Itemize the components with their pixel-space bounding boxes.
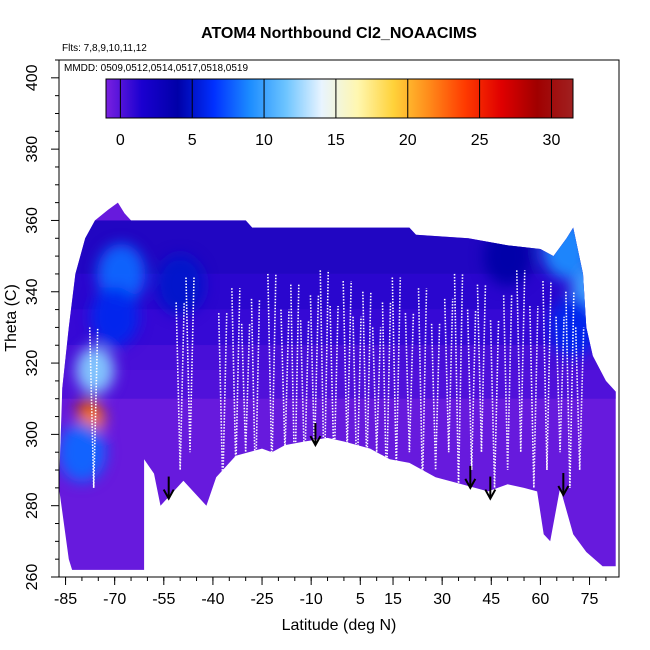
y-tick-label: 300 — [24, 421, 41, 448]
flight-track — [542, 281, 552, 471]
x-tick-label: 15 — [384, 591, 402, 608]
theta-band — [59, 370, 616, 399]
arrow-head — [557, 485, 570, 498]
field-blob — [59, 422, 106, 483]
colorbar: 0 5 10 15 20 25 30 — [105, 78, 574, 149]
flight-track — [417, 288, 428, 488]
colorbar-bar — [105, 78, 574, 119]
field-bands — [59, 220, 616, 399]
y-tick-label: 360 — [24, 207, 41, 234]
field-blob — [542, 218, 591, 279]
field-blob — [75, 346, 115, 395]
flight-track — [319, 270, 330, 488]
flight-track — [404, 313, 415, 453]
y-tick-label: 320 — [24, 350, 41, 377]
field-blob — [90, 286, 139, 347]
colorbar-ticks: 0 5 10 15 20 25 30 — [116, 79, 561, 149]
x-tick-label: 45 — [482, 591, 500, 608]
flight-track — [502, 295, 513, 471]
flight-track — [289, 284, 300, 488]
arrow-head — [484, 489, 497, 501]
field-blob — [549, 297, 598, 358]
flight-track — [443, 298, 454, 453]
flight-track — [466, 309, 477, 471]
flight-track — [231, 288, 241, 471]
colorbar-tick-label: 10 — [255, 132, 273, 149]
x-tick-label: -85 — [54, 591, 77, 608]
dates-annotation: MMDD: 0509,0512,0514,0517,0518,0519 — [64, 63, 248, 74]
y-tick-label: 400 — [24, 64, 41, 91]
x-tick-label: 5 — [356, 591, 365, 608]
flight-track — [299, 320, 310, 471]
flight-track — [515, 270, 526, 453]
colorbar-tick-label: 30 — [543, 132, 561, 149]
y-tick-label: 380 — [24, 136, 41, 163]
flight-track — [489, 320, 500, 488]
x-tick-label: -70 — [103, 591, 126, 608]
flight-track — [240, 323, 251, 453]
flight-track — [185, 277, 195, 453]
flight-track — [529, 306, 539, 488]
arrow-head — [162, 489, 175, 501]
flight-track — [555, 316, 565, 453]
field-blob — [156, 254, 205, 315]
x-tick-label: -40 — [201, 591, 224, 608]
theta-band — [59, 309, 616, 346]
x-tick-label: 75 — [581, 591, 599, 608]
colorbar-tick-label: 25 — [471, 132, 489, 149]
x-axis-label: Latitude (deg N) — [282, 617, 397, 634]
x-axis: -85 -70 -55 -40 -25 -10 5 15 30 45 60 75 — [54, 577, 607, 608]
x-tick-label: -55 — [152, 591, 175, 608]
y-tick-label: 280 — [24, 492, 41, 519]
flight-track — [565, 291, 575, 488]
arrows — [162, 423, 570, 501]
theta-band — [59, 273, 616, 310]
chart-title: ATOM4 Northbound Cl2_NOAACIMS — [201, 25, 477, 42]
y-axis-label: Theta (C) — [3, 284, 20, 352]
colorbar-tick-label: 15 — [327, 132, 345, 149]
flight-track — [476, 284, 487, 453]
plot-frame — [58, 59, 620, 578]
x-tick-label: -10 — [300, 591, 323, 608]
flight-track — [175, 302, 185, 471]
colorbar-tick-label: 0 — [116, 132, 125, 149]
arrow-head — [309, 435, 322, 448]
x-tick-label: 30 — [433, 591, 451, 608]
y-tick-label: 340 — [24, 278, 41, 305]
flight-track — [430, 323, 441, 471]
x-tick-label: -25 — [250, 591, 273, 608]
y-axis: 260 280 300 320 340 360 380 400 — [24, 59, 59, 591]
flight-track — [381, 302, 392, 488]
flights-annotation: Flts: 7,8,9,10,11,12 — [62, 43, 147, 54]
theta-band — [59, 345, 616, 371]
x-tick-label: 60 — [532, 591, 550, 608]
colorbar-tick-label: 5 — [188, 132, 197, 149]
flight-track — [88, 327, 99, 488]
arrow-head — [464, 478, 477, 490]
colorbar-tick-label: 20 — [399, 132, 417, 149]
y-tick-label: 260 — [24, 564, 41, 591]
